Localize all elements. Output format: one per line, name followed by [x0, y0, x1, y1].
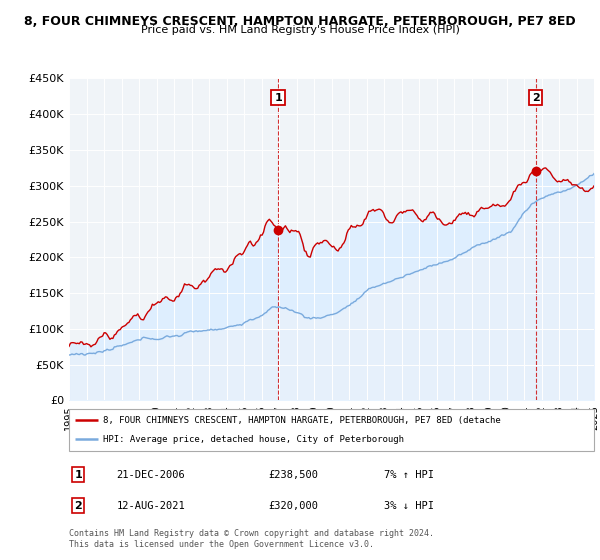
Text: 7% ↑ HPI: 7% ↑ HPI — [384, 470, 434, 480]
Text: 8, FOUR CHIMNEYS CRESCENT, HAMPTON HARGATE, PETERBOROUGH, PE7 8ED (detache: 8, FOUR CHIMNEYS CRESCENT, HAMPTON HARGA… — [103, 416, 501, 424]
Text: 21-DEC-2006: 21-DEC-2006 — [116, 470, 185, 480]
Text: 1: 1 — [274, 93, 282, 102]
Text: 2: 2 — [74, 501, 82, 511]
FancyBboxPatch shape — [69, 409, 594, 451]
Text: £238,500: £238,500 — [269, 470, 319, 480]
Text: Contains HM Land Registry data © Crown copyright and database right 2024.
This d: Contains HM Land Registry data © Crown c… — [69, 529, 434, 549]
Text: Price paid vs. HM Land Registry's House Price Index (HPI): Price paid vs. HM Land Registry's House … — [140, 25, 460, 35]
Text: 12-AUG-2021: 12-AUG-2021 — [116, 501, 185, 511]
Text: 8, FOUR CHIMNEYS CRESCENT, HAMPTON HARGATE, PETERBOROUGH, PE7 8ED: 8, FOUR CHIMNEYS CRESCENT, HAMPTON HARGA… — [24, 15, 576, 27]
Text: HPI: Average price, detached house, City of Peterborough: HPI: Average price, detached house, City… — [103, 435, 404, 444]
Text: £320,000: £320,000 — [269, 501, 319, 511]
Text: 2: 2 — [532, 93, 539, 102]
Text: 1: 1 — [74, 470, 82, 480]
Text: 3% ↓ HPI: 3% ↓ HPI — [384, 501, 434, 511]
